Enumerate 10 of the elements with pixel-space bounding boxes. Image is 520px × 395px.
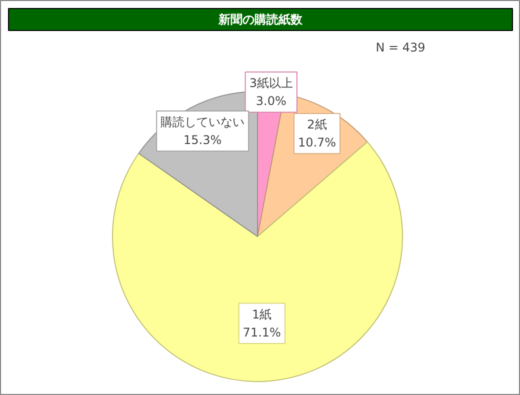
slice-label: 2紙 [307, 117, 327, 132]
slice-label: 3紙以上 [249, 76, 293, 90]
chart-title: 新聞の購読紙数 [218, 12, 304, 26]
text: N = 439 [376, 40, 426, 54]
data-label: 71.1% [242, 325, 281, 340]
data-label: 3.0% [256, 94, 286, 108]
slice-label: 購読していない [160, 114, 245, 129]
slice-label: 1紙 [252, 307, 272, 322]
data-label: 10.7% [298, 136, 336, 150]
data-label: 15.3% [184, 133, 222, 148]
